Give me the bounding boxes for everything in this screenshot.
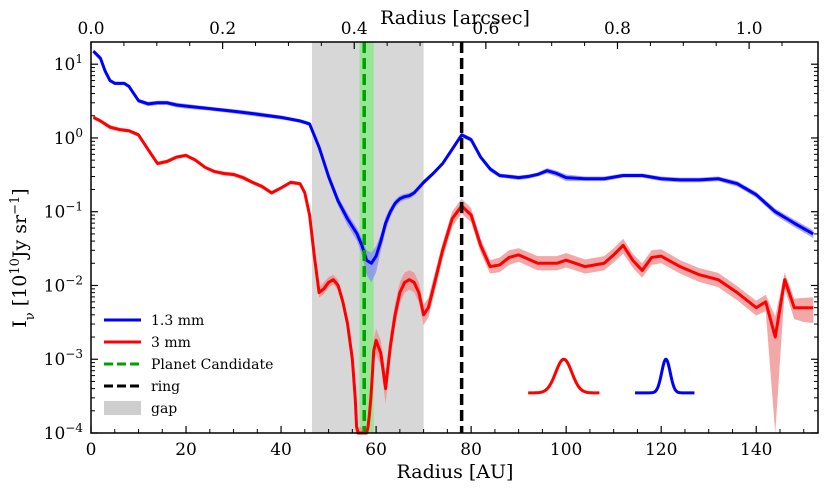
y-tick-label: 10−2 (44, 273, 83, 296)
legend-label: Planet Candidate (151, 357, 273, 373)
vertical-marker-lines (362, 42, 464, 433)
series-line-1-3mm (92, 50, 814, 265)
plot-frame-rect (90, 41, 819, 434)
tick-labels: 0 20 40 60 80 100 120 140 0.0 0.2 0.4 0.6 0.8 1.0 10−4… (44, 19, 773, 460)
x-tick-label: 100 (550, 440, 582, 460)
y-tick-label: 100 (54, 126, 83, 149)
x-tick-label: 120 (645, 440, 677, 460)
x-tick-label: 80 (460, 440, 482, 460)
series-line-3mm (92, 116, 814, 435)
x-tick-label: 0 (86, 440, 97, 460)
chart-shaded-regions (311, 42, 424, 433)
x-tick-label: 60 (365, 440, 387, 460)
y-tick-label: 10−1 (44, 200, 83, 223)
x2-tick-label: 0.2 (209, 19, 236, 39)
beam-1-3mm (635, 357, 695, 395)
y-tick-label: 10−4 (44, 421, 84, 444)
x2-axis-title: Radius [arcsec] (380, 7, 530, 29)
plot-area (91, 42, 818, 433)
series-lines (92, 50, 814, 435)
plot-frame (90, 41, 819, 434)
x2-tick-label: 1.0 (736, 19, 763, 39)
x-tick-label: 20 (175, 440, 197, 460)
legend-label: 1.3 mm (151, 313, 204, 329)
y-tick-label: 101 (54, 52, 83, 75)
legend-label: ring (151, 379, 180, 395)
x2-tick-label: 0.0 (77, 19, 104, 39)
beam-3mm (528, 357, 600, 395)
y-axis-title: Iν [1010Jy sr−1] (8, 188, 38, 327)
beam-profiles (528, 357, 695, 395)
legend-label: gap (151, 401, 177, 417)
x-tick-label: 140 (740, 440, 772, 460)
axis-ticks (90, 41, 818, 434)
legend-swatch-gap (104, 401, 141, 415)
x2-tick-label: 0.6 (472, 19, 499, 39)
y-tick-label: 10−3 (44, 347, 83, 370)
x2-tick-label: 0.4 (341, 19, 368, 39)
x-tick-label: 40 (270, 440, 292, 460)
x-axis-title: Radius [AU] (397, 461, 514, 483)
legend: 1.3 mm 3 mm Planet Candidate ring gap (104, 313, 273, 417)
x2-tick-label: 0.8 (604, 19, 631, 39)
plot-background (91, 42, 818, 433)
legend-label: 3 mm (151, 335, 191, 351)
